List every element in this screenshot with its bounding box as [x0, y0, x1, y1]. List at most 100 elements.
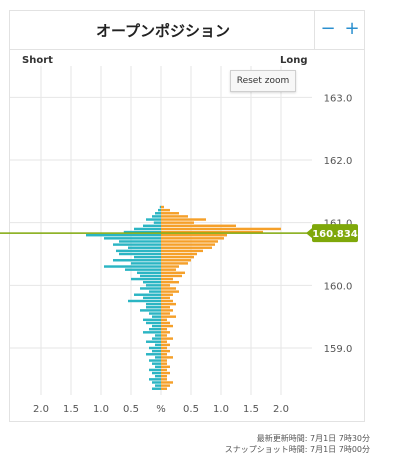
short-bar	[152, 371, 161, 375]
y-tick-label: 162.0	[324, 156, 353, 167]
last-updated-text: 最新更新時間: 7月1日 7時30分	[256, 434, 370, 443]
long-bar	[161, 265, 179, 268]
title-divider	[10, 49, 364, 50]
short-bar	[152, 324, 161, 328]
long-bar	[161, 362, 167, 365]
short-bar	[146, 284, 161, 287]
short-bar	[104, 237, 161, 240]
short-bar	[137, 271, 161, 275]
long-bar	[161, 271, 185, 275]
current-price-label: 160.834	[312, 229, 358, 240]
current-price-pointer	[306, 228, 312, 239]
zoom-in-button[interactable]: +	[344, 18, 360, 39]
short-bar	[149, 368, 161, 372]
long-bar	[161, 299, 173, 303]
zoom-out-button[interactable]: −	[320, 18, 336, 39]
long-bar	[161, 365, 170, 369]
long-bar	[161, 374, 167, 378]
short-bar	[146, 306, 161, 309]
long-bar	[161, 371, 170, 375]
short-bar	[155, 212, 161, 215]
short-bar	[131, 262, 161, 265]
short-bar	[134, 293, 161, 296]
short-bar	[149, 290, 161, 293]
short-bar	[155, 365, 161, 369]
long-bar	[161, 321, 170, 325]
long-bar	[161, 255, 194, 259]
long-bar	[161, 240, 218, 243]
short-bar	[119, 252, 161, 256]
short-bar	[140, 274, 161, 278]
short-bar	[155, 384, 161, 387]
short-bar	[149, 346, 161, 350]
controls-divider	[314, 11, 315, 49]
short-bar	[152, 387, 161, 390]
long-bar	[161, 368, 167, 372]
long-bar	[161, 349, 170, 353]
long-bar	[161, 224, 236, 228]
long-bar	[161, 259, 191, 262]
short-bar	[152, 315, 161, 318]
long-bar	[161, 262, 188, 265]
long-bar	[161, 324, 173, 328]
short-bar	[155, 374, 161, 378]
long-bar	[161, 246, 212, 249]
long-bar	[161, 252, 197, 256]
reset-zoom-button[interactable]: Reset zoom	[230, 70, 296, 92]
x-tick-label: 0.5	[123, 404, 139, 415]
x-tick-label: %	[156, 404, 166, 415]
short-bar	[128, 299, 161, 303]
short-bar	[146, 321, 161, 325]
short-bar	[140, 287, 161, 290]
short-bar	[149, 378, 161, 381]
long-bar	[161, 284, 170, 287]
long-bar	[161, 353, 167, 356]
long-bar	[161, 212, 179, 215]
short-bar	[158, 208, 161, 212]
short-bar	[113, 259, 161, 262]
long-bar	[161, 302, 176, 306]
long-bar	[161, 205, 164, 209]
long-bar	[161, 215, 188, 218]
short-bar	[119, 240, 161, 243]
long-bar	[161, 287, 176, 290]
short-bar	[152, 215, 161, 218]
page-title: オープンポジション	[95, 21, 231, 40]
long-bar	[161, 296, 170, 300]
long-label: Long	[280, 55, 308, 66]
long-bar	[161, 315, 176, 318]
y-tick-label: 159.0	[324, 344, 353, 355]
short-bar	[149, 359, 161, 362]
short-bar	[143, 331, 161, 334]
short-bar	[146, 218, 161, 221]
long-bar	[161, 381, 173, 384]
short-bar	[146, 353, 161, 356]
long-bar	[161, 318, 167, 322]
long-bar	[161, 208, 170, 212]
x-tick-label: 1.5	[63, 404, 79, 415]
short-bar	[128, 246, 161, 249]
long-bar	[161, 331, 170, 334]
current-price-badge	[312, 224, 358, 243]
short-bar	[116, 249, 161, 253]
long-bar	[161, 309, 173, 312]
long-bar	[161, 221, 194, 224]
snapshot-time-text: スナップショット時間: 7月1日 7時00分	[224, 445, 370, 454]
long-bar	[161, 340, 167, 343]
long-bar	[161, 334, 167, 337]
long-bar	[161, 346, 167, 350]
short-bar	[155, 343, 161, 347]
short-bar	[153, 221, 161, 224]
short-bar	[131, 277, 161, 281]
long-bar	[161, 306, 170, 309]
long-bar	[161, 243, 215, 246]
x-tick-label: 1.0	[213, 404, 229, 415]
short-bar	[125, 268, 161, 271]
short-bar	[113, 243, 161, 246]
long-bar	[161, 384, 170, 387]
short-bar	[155, 334, 161, 337]
long-bar	[161, 227, 281, 231]
long-bar	[161, 218, 206, 221]
x-tick-label: 2.0	[33, 404, 49, 415]
short-label: Short	[22, 55, 53, 66]
